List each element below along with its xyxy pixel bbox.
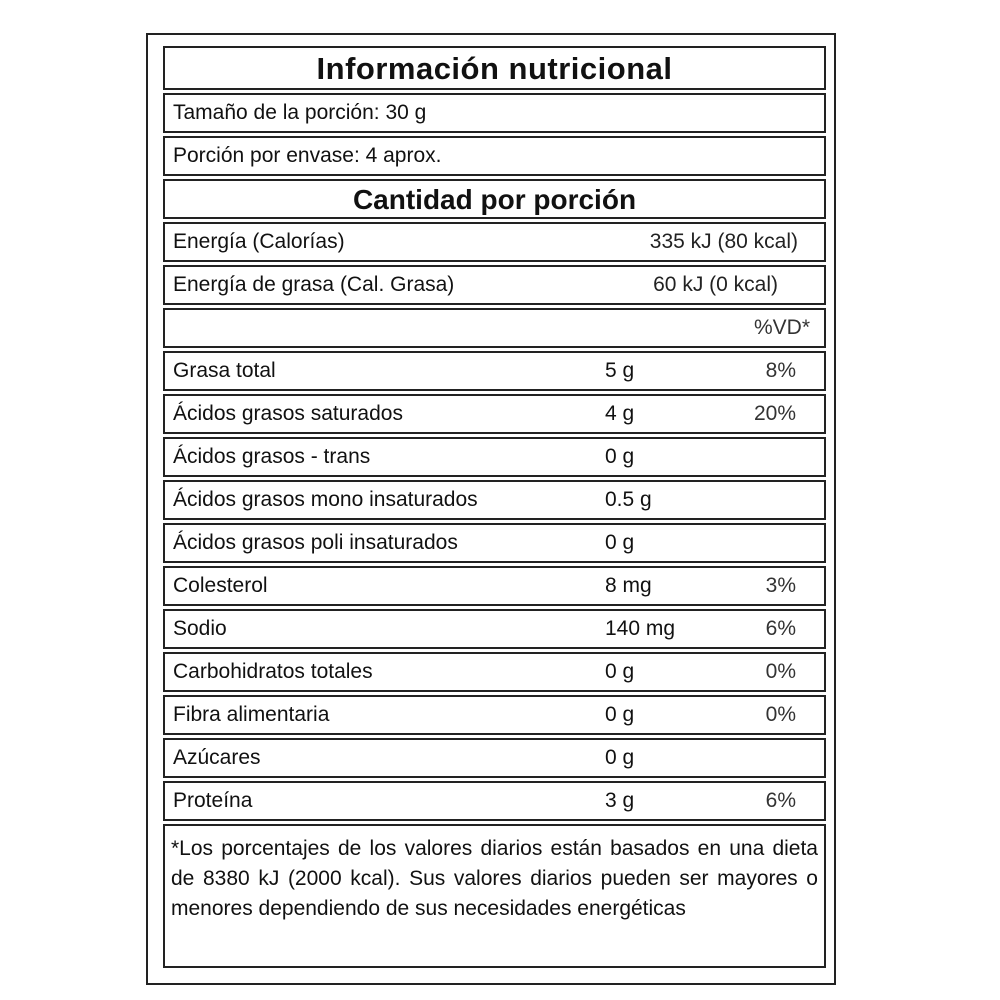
nutrient-row: Ácidos grasos saturados 4 g 20%	[163, 394, 826, 434]
nutrient-amount: 0 g	[605, 445, 635, 468]
nutrient-row: Azúcares 0 g	[163, 738, 826, 778]
nutrient-dv: 6%	[765, 789, 796, 812]
serving-size: Tamaño de la porción: 30 g	[173, 101, 427, 124]
nutrient-name: Ácidos grasos mono insaturados	[173, 488, 478, 511]
nutrient-dv: 0%	[765, 703, 796, 726]
energy-label: Energía (Calorías)	[173, 230, 345, 253]
nutrient-name: Ácidos grasos saturados	[173, 402, 403, 425]
nutrient-row: Ácidos grasos poli insaturados 0 g	[163, 523, 826, 563]
label-outer-border	[146, 33, 836, 985]
nutrient-dv: 6%	[765, 617, 796, 640]
nutrient-row: Proteína 3 g 6%	[163, 781, 826, 821]
nutrient-name: Azúcares	[173, 746, 261, 769]
nutrient-name: Fibra alimentaria	[173, 703, 330, 726]
nutrient-amount: 0 g	[605, 703, 635, 726]
nutrient-name: Sodio	[173, 617, 227, 640]
amount-per-serving-header: Cantidad por porción	[163, 179, 826, 219]
energy-row: Energía (Calorías) 335 kJ (80 kcal)	[163, 222, 826, 262]
nutrient-name: Ácidos grasos - trans	[173, 445, 371, 468]
nutrient-row: Ácidos grasos - trans 0 g	[163, 437, 826, 477]
nutrient-dv: 3%	[765, 574, 796, 597]
nutrient-row: Grasa total 5 g 8%	[163, 351, 826, 391]
fat-energy-label: Energía de grasa (Cal. Grasa)	[173, 273, 455, 296]
nutrient-dv: 20%	[753, 402, 796, 425]
nutrient-dv: 0%	[765, 660, 796, 683]
serving-size-row: Tamaño de la porción: 30 g	[163, 93, 826, 133]
nutrient-amount: 5 g	[605, 359, 635, 382]
fat-energy-value: 60 kJ (0 kcal)	[653, 273, 778, 296]
nutrient-name: Colesterol	[173, 574, 268, 597]
nutrient-name: Ácidos grasos poli insaturados	[173, 531, 458, 554]
nutrient-amount: 8 mg	[605, 574, 652, 597]
nutrient-row: Colesterol 8 mg 3%	[163, 566, 826, 606]
nutrient-row: Fibra alimentaria 0 g 0%	[163, 695, 826, 735]
nutrient-name: Grasa total	[173, 359, 276, 382]
nutrient-amount: 4 g	[605, 402, 635, 425]
nutrient-amount: 140 mg	[605, 617, 676, 640]
dv-header: %VD*	[753, 316, 810, 339]
nutrient-amount: 0 g	[605, 531, 635, 554]
nutrition-facts-table: Información nutricional Tamaño de la por…	[163, 46, 826, 968]
nutrient-dv: 8%	[765, 359, 796, 382]
nutrient-name: Proteína	[173, 789, 253, 812]
label-title: Información nutricional	[163, 46, 826, 90]
nutrient-amount: 0 g	[605, 746, 635, 769]
nutrient-amount: 0.5 g	[605, 488, 652, 511]
nutrient-row: Carbohidratos totales 0 g 0%	[163, 652, 826, 692]
nutrient-row: Sodio 140 mg 6%	[163, 609, 826, 649]
nutrient-name: Carbohidratos totales	[173, 660, 373, 683]
nutrient-amount: 3 g	[605, 789, 635, 812]
nutrient-amount: 0 g	[605, 660, 635, 683]
servings-per-container-row: Porción por envase: 4 aprox.	[163, 136, 826, 176]
fat-energy-row: Energía de grasa (Cal. Grasa) 60 kJ (0 k…	[163, 265, 826, 305]
energy-value: 335 kJ (80 kcal)	[649, 230, 798, 253]
dv-header-row: %VD*	[163, 308, 826, 348]
footnote: *Los porcentajes de los valores diarios …	[163, 824, 826, 968]
servings-per-container: Porción por envase: 4 aprox.	[173, 144, 442, 167]
nutrient-row: Ácidos grasos mono insaturados 0.5 g	[163, 480, 826, 520]
